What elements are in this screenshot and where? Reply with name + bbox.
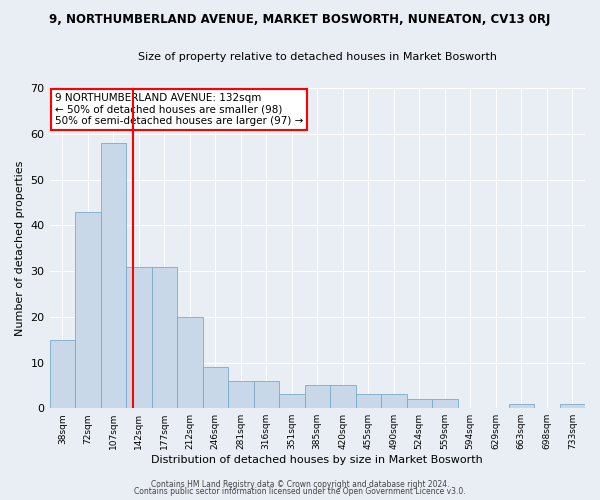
Bar (75, 212, 101, 408)
Bar (203, 367, 228, 408)
Bar (101, 143, 126, 408)
Bar (432, 399, 458, 408)
Text: Contains public sector information licensed under the Open Government Licence v3: Contains public sector information licen… (134, 487, 466, 496)
Bar (407, 399, 432, 408)
Bar (50, 340, 75, 408)
Bar (509, 404, 534, 408)
Title: Size of property relative to detached houses in Market Bosworth: Size of property relative to detached ho… (138, 52, 497, 62)
Text: 9, NORTHUMBERLAND AVENUE, MARKET BOSWORTH, NUNEATON, CV13 0RJ: 9, NORTHUMBERLAND AVENUE, MARKET BOSWORT… (49, 12, 551, 26)
Y-axis label: Number of detached properties: Number of detached properties (15, 160, 25, 336)
Bar (152, 266, 177, 408)
Text: 9 NORTHUMBERLAND AVENUE: 132sqm
← 50% of detached houses are smaller (98)
50% of: 9 NORTHUMBERLAND AVENUE: 132sqm ← 50% of… (55, 93, 303, 126)
Bar (330, 386, 356, 408)
Bar (560, 404, 585, 408)
Bar (356, 394, 381, 408)
Bar (279, 394, 305, 408)
Text: Contains HM Land Registry data © Crown copyright and database right 2024.: Contains HM Land Registry data © Crown c… (151, 480, 449, 489)
X-axis label: Distribution of detached houses by size in Market Bosworth: Distribution of detached houses by size … (151, 455, 483, 465)
Bar (381, 394, 407, 408)
Bar (254, 381, 279, 408)
Bar (305, 386, 330, 408)
Bar (177, 317, 203, 408)
Bar (228, 381, 254, 408)
Bar (126, 266, 152, 408)
